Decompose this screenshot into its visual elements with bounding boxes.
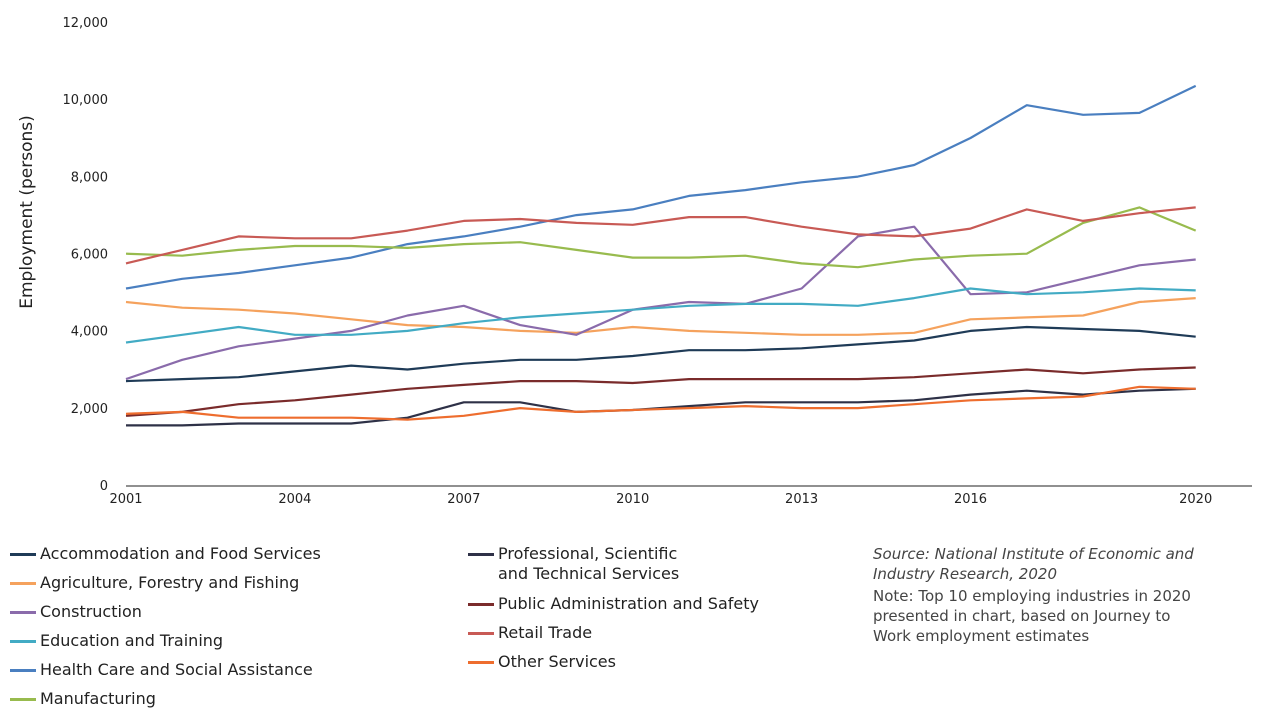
legend-swatch: [468, 603, 494, 606]
legend-label: Education and Training: [40, 631, 224, 650]
series-line: [125, 206, 1196, 265]
legend-swatch: [468, 632, 494, 635]
legend-label: Agriculture, Forestry and Fishing: [40, 573, 300, 592]
y-tick-label: 2,000: [71, 402, 108, 417]
methodology-note: Note: Top 10 employing industries in 202…: [873, 587, 1191, 645]
series-lines: [125, 84, 1197, 427]
legend-label: Other Services: [498, 652, 616, 671]
series-line: [125, 84, 1197, 290]
legend-label: Manufacturing: [40, 689, 156, 708]
y-tick-label: 8,000: [71, 170, 108, 185]
legend-item: Public Administration and Safety: [468, 594, 759, 623]
legend-column-2: Professional, Scientific and Technical S…: [468, 544, 759, 681]
legend-label: Accommodation and Food Services: [40, 544, 321, 563]
legend-swatch: [10, 640, 36, 643]
y-tick-label: 0: [100, 479, 108, 494]
legend-item: Retail Trade: [468, 623, 759, 652]
legend-swatch: [10, 582, 36, 585]
y-tick-label: 10,000: [63, 93, 109, 108]
legend-label: Professional, Scientific and Technical S…: [498, 544, 680, 583]
legend-label: Public Administration and Safety: [498, 594, 759, 613]
x-tick-label: 2013: [785, 492, 818, 507]
x-axis-ticks: 2001 2004 2007 2010 2013 2016 2020: [109, 492, 1212, 507]
legend-item: Professional, Scientific and Technical S…: [468, 544, 759, 594]
series-line: [126, 387, 1196, 427]
x-tick-label: 2020: [1179, 492, 1212, 507]
series-line: [125, 287, 1196, 344]
series-line: [125, 385, 1196, 421]
x-tick-label: 2004: [278, 492, 311, 507]
legend-item: Agriculture, Forestry and Fishing: [10, 573, 321, 602]
y-tick-label: 4,000: [71, 325, 108, 340]
series-line: [125, 297, 1196, 336]
legend-item: Accommodation and Food Services: [10, 544, 321, 573]
legend-label: Health Care and Social Assistance: [40, 660, 313, 679]
series-line: [125, 206, 1197, 269]
legend-item: Education and Training: [10, 631, 321, 660]
source-note: Source: National Institute of Economic a…: [873, 545, 1194, 583]
legend-swatch: [10, 553, 36, 556]
legend-label: Retail Trade: [498, 623, 593, 642]
legend-label: Construction: [40, 602, 142, 621]
x-tick-label: 2001: [109, 492, 142, 507]
series-line: [125, 325, 1196, 383]
x-tick-label: 2010: [616, 492, 649, 507]
legend-swatch: [468, 661, 494, 664]
legend-column-1: Accommodation and Food Services Agricultu…: [10, 544, 321, 718]
legend-item: Manufacturing: [10, 689, 321, 718]
legend-swatch: [10, 611, 36, 614]
y-axis-ticks: 0 2,000 4,000 6,000 8,000 10,000 12,000: [63, 16, 109, 494]
chart-notes: Source: National Institute of Economic a…: [873, 544, 1273, 646]
x-tick-label: 2007: [447, 492, 480, 507]
legend-swatch: [468, 553, 494, 556]
y-tick-label: 12,000: [63, 16, 109, 31]
x-tick-label: 2016: [954, 492, 987, 507]
series-line: [125, 366, 1196, 417]
legend-item: Other Services: [468, 652, 759, 681]
y-axis-title: Employment (persons): [17, 115, 37, 309]
y-tick-label: 6,000: [71, 248, 108, 263]
legend-swatch: [10, 669, 36, 672]
legend-item: Construction: [10, 602, 321, 631]
legend-swatch: [10, 698, 36, 701]
legend-item: Health Care and Social Assistance: [10, 660, 321, 689]
